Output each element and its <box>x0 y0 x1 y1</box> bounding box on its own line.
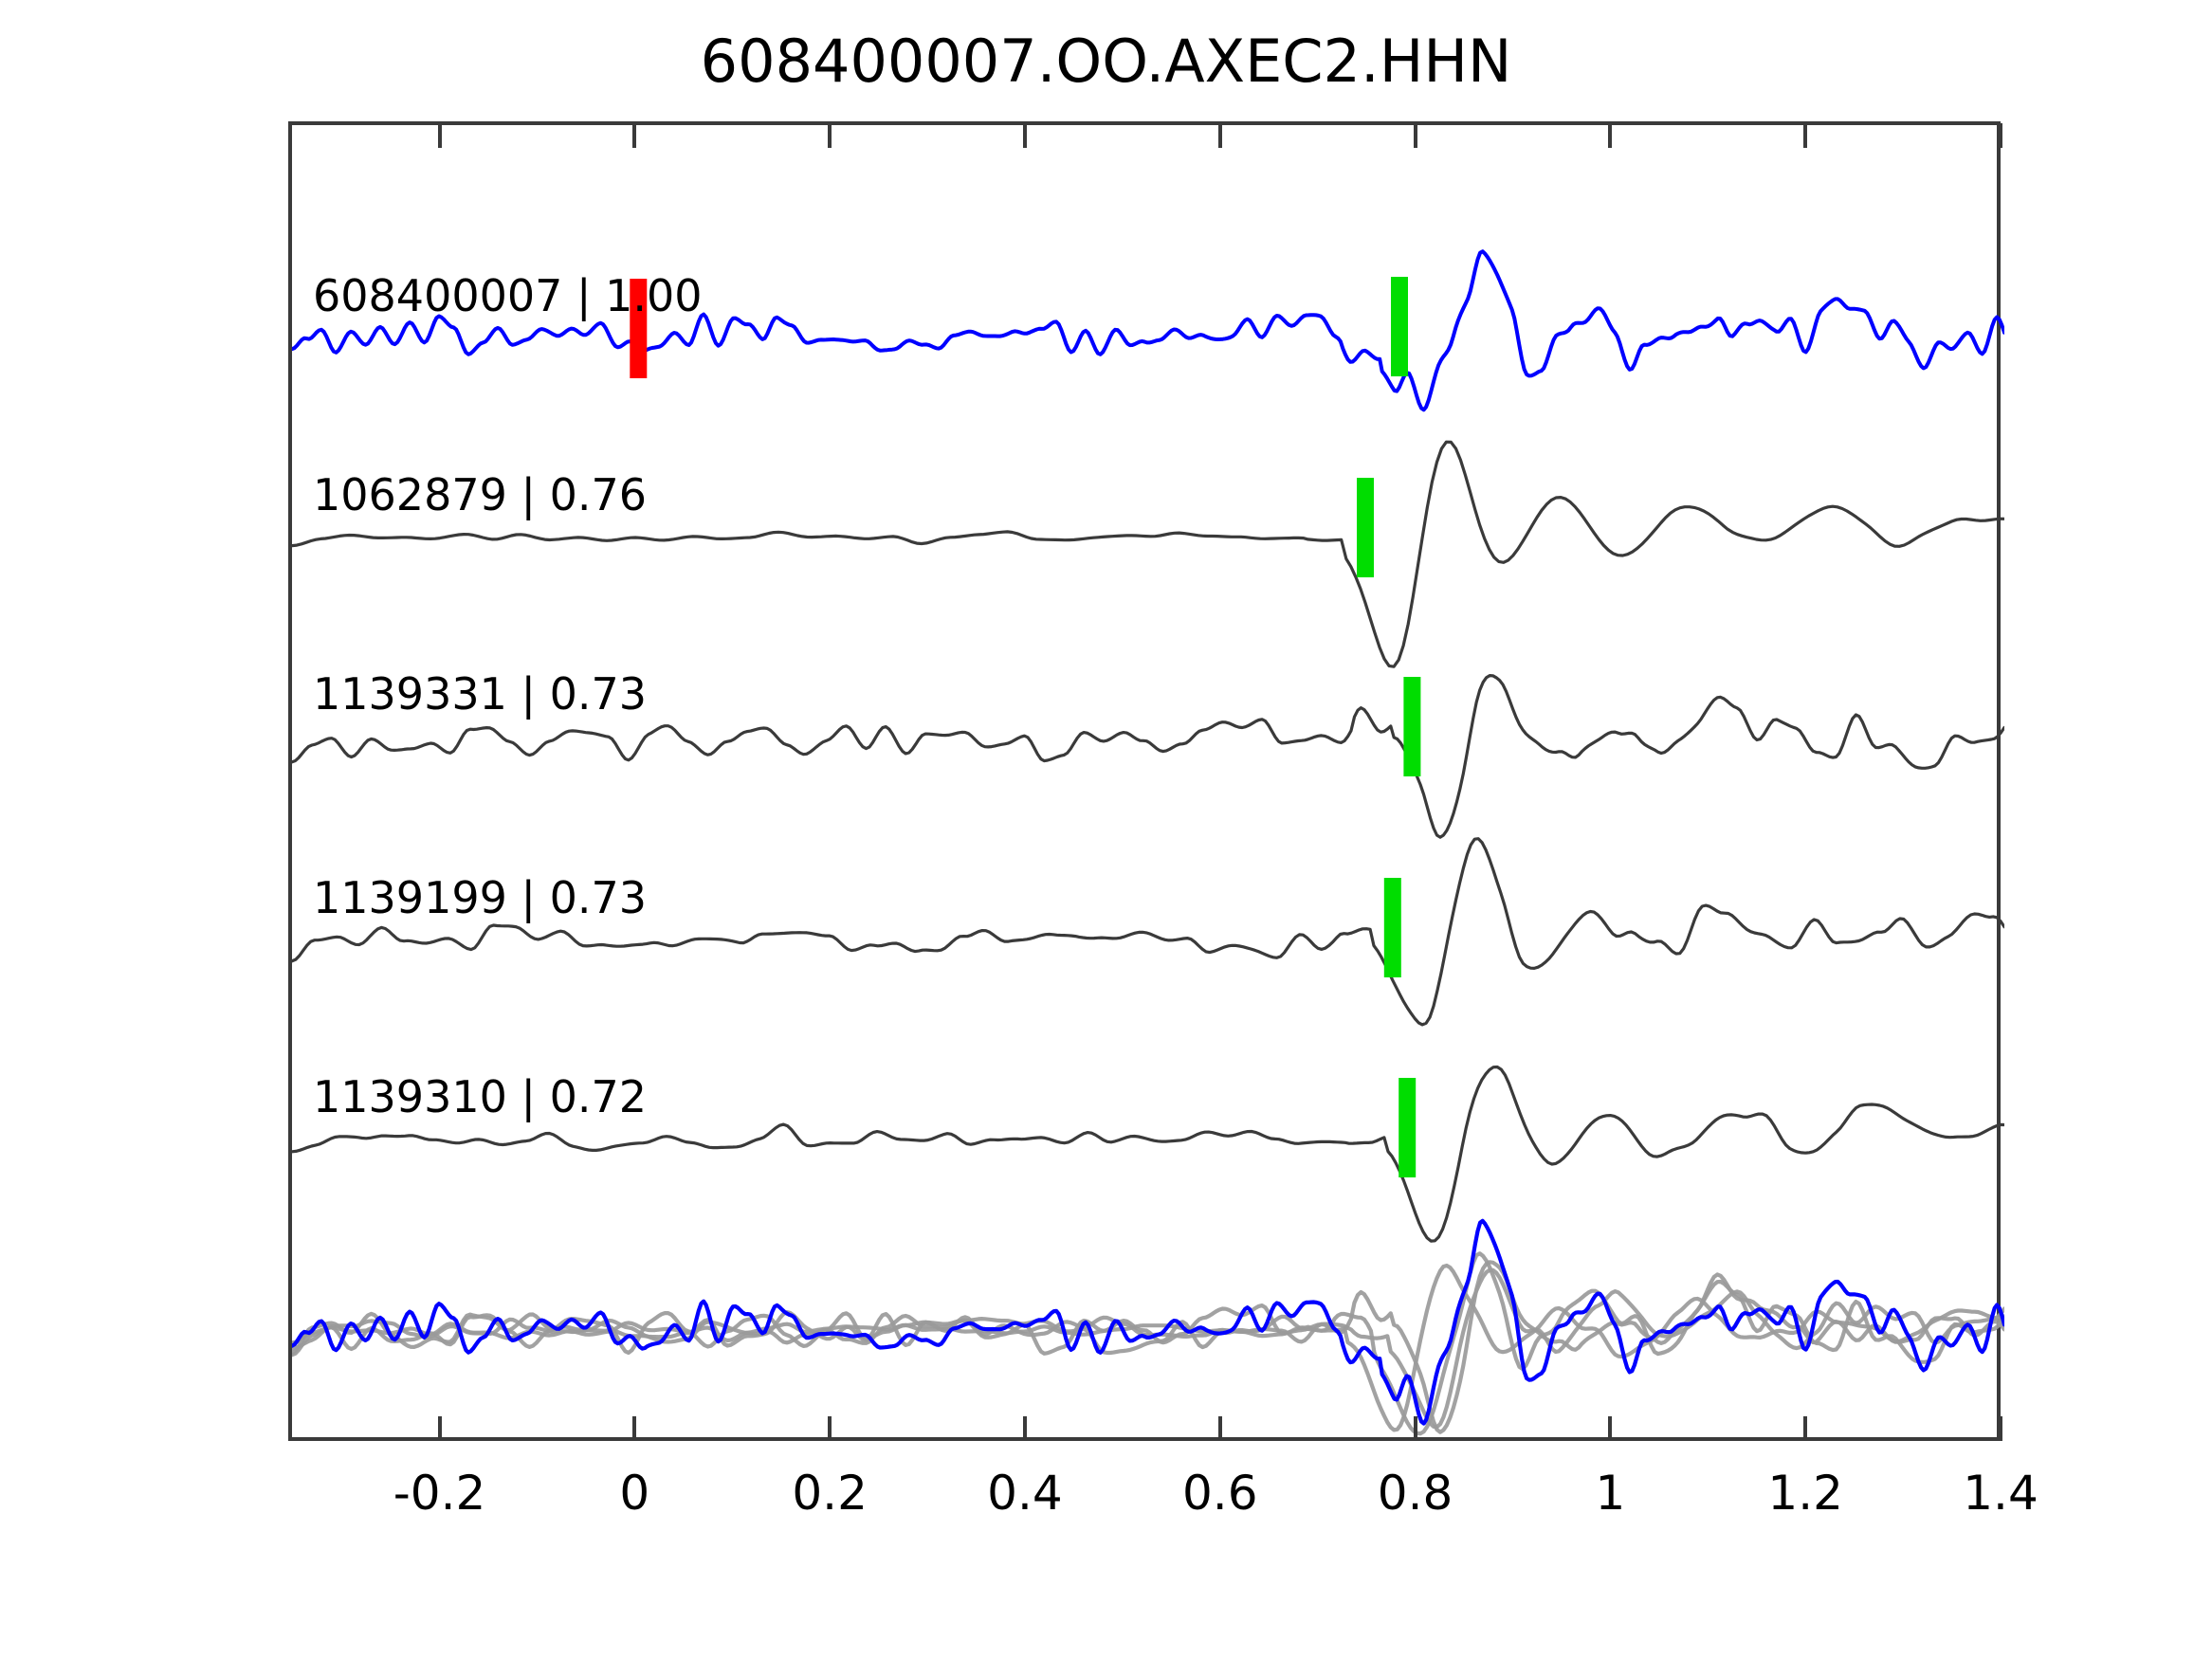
x-tick-mark <box>1413 123 1417 148</box>
waveform-trace-1062879 <box>292 440 2004 668</box>
waveform-trace-1139310 <box>292 1065 2004 1243</box>
x-tick-mark <box>1608 1416 1613 1441</box>
x-tick-mark <box>1217 1416 1222 1441</box>
trace-label-2: 1139331 | 0.73 <box>313 668 648 720</box>
x-tick-mark <box>1608 123 1613 148</box>
pick-marker-608400007 <box>1391 277 1408 376</box>
pick-marker-1139331 <box>1403 677 1421 776</box>
x-tick-mark <box>828 1416 832 1441</box>
x-tick-mark <box>828 123 832 148</box>
x-tick-label: -0.2 <box>393 1466 486 1521</box>
x-tick-mark <box>1217 123 1222 148</box>
x-tick-label: 0 <box>619 1466 650 1521</box>
plot-area <box>288 121 2004 1441</box>
x-tick-mark <box>632 123 637 148</box>
stack-template-trace <box>292 1218 2004 1426</box>
pick-marker-1062879 <box>1357 478 1374 577</box>
page-title: 608400007.OO.AXEC2.HHN <box>700 27 1512 96</box>
x-tick-mark <box>1999 1416 2002 1441</box>
trace-label-3: 1139199 | 0.73 <box>313 872 648 923</box>
x-tick-label: 0.8 <box>1377 1466 1453 1521</box>
pick-marker-1139310 <box>1398 1078 1417 1177</box>
x-tick-label: 0.2 <box>792 1466 868 1521</box>
waveform-trace-1139199 <box>292 837 2004 1027</box>
stack-overlay-trace <box>292 1260 2004 1434</box>
waveform-canvas <box>292 249 2004 1436</box>
x-tick-mark <box>437 1416 442 1441</box>
stack-overlay-trace <box>292 1251 2004 1436</box>
trace-label-4: 1139310 | 0.72 <box>313 1071 648 1122</box>
x-tick-label: 1.2 <box>1767 1466 1843 1521</box>
x-tick-mark <box>1022 123 1027 148</box>
stack-overlay-trace <box>292 1267 2004 1430</box>
origin-time-marker <box>630 279 648 378</box>
x-tick-mark <box>1413 1416 1417 1441</box>
x-tick-mark <box>1803 123 1808 148</box>
x-tick-label: 1.4 <box>1963 1466 2038 1521</box>
x-tick-mark <box>437 123 442 148</box>
waveform-trace-608400007 <box>292 249 2004 412</box>
x-tick-label: 0.6 <box>1181 1466 1258 1521</box>
x-tick-mark <box>632 1416 637 1441</box>
x-tick-label: 0.4 <box>987 1466 1063 1521</box>
waveform-trace-1139331 <box>292 673 2004 839</box>
pick-marker-1139199 <box>1383 878 1401 977</box>
x-tick-mark <box>1803 1416 1808 1441</box>
stack-overlay-trace <box>292 1263 2004 1432</box>
x-tick-mark <box>1999 123 2002 148</box>
trace-label-0: 608400007 | 1.00 <box>313 270 703 321</box>
trace-label-1: 1062879 | 0.76 <box>313 469 648 520</box>
x-tick-label: 1 <box>1595 1466 1626 1521</box>
x-tick-mark <box>1022 1416 1027 1441</box>
